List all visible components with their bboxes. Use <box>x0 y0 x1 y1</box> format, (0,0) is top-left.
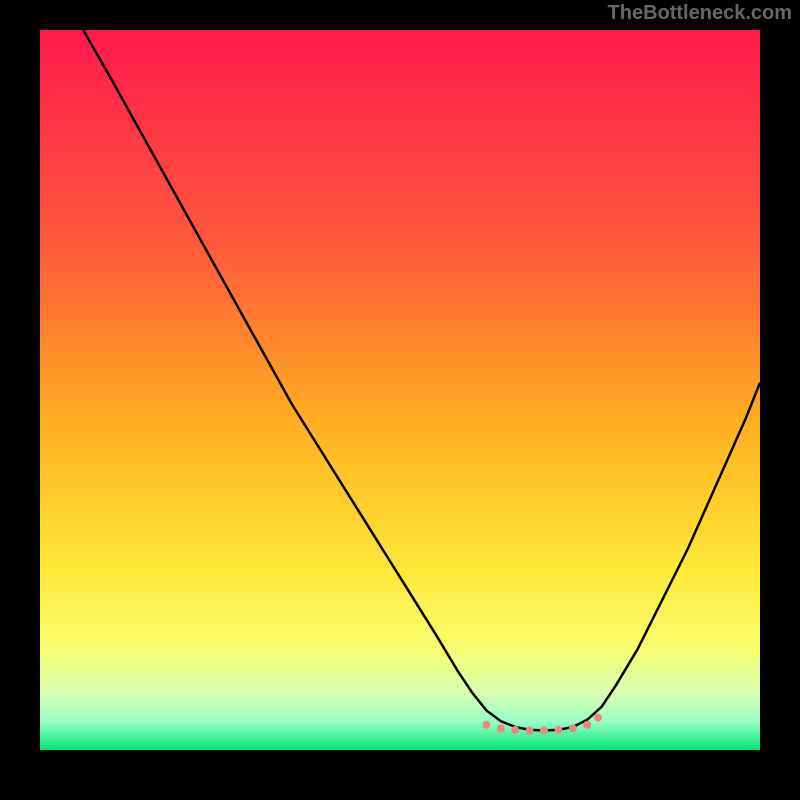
bottleneck-curve <box>83 30 760 731</box>
curve-overlay <box>40 30 760 750</box>
watermark-text: TheBottleneck.com <box>608 2 792 25</box>
optimal-marker-dot <box>482 721 490 729</box>
optimal-marker-dot <box>511 726 519 734</box>
optimal-marker-dot <box>540 727 548 735</box>
plot-gradient-area <box>40 30 760 750</box>
optimal-marker-dot <box>526 727 534 735</box>
optimal-marker-dot <box>594 714 602 722</box>
optimal-marker-dot <box>583 721 591 729</box>
optimal-marker-dot <box>554 726 562 734</box>
optimal-marker-dot <box>497 724 505 732</box>
optimal-region-markers <box>482 714 602 735</box>
optimal-marker-dot <box>569 724 577 732</box>
